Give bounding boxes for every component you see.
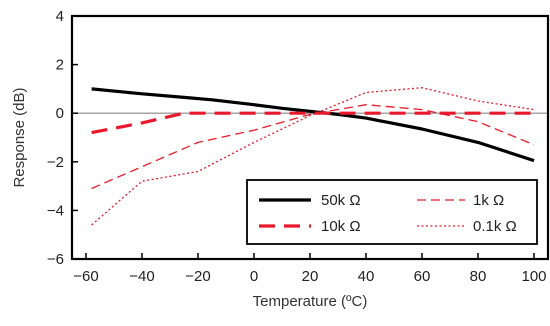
series-line-3: [91, 87, 535, 226]
x-tick-label: 80: [470, 268, 487, 285]
legend-label-1: 10k Ω: [321, 218, 361, 235]
x-axis-label: Temperature (ºC): [253, 293, 368, 310]
legend-label-0: 50k Ω: [321, 192, 361, 209]
x-tick-label: −60: [73, 268, 98, 285]
x-tick-label: 100: [521, 268, 546, 285]
series-line-1: [91, 111, 534, 135]
legend: 50k Ω 10k Ω 1k Ω 0.1k Ω: [246, 179, 538, 245]
x-tick-label: 60: [414, 268, 431, 285]
series-line-2: [91, 104, 535, 190]
plot-area: [72, 87, 548, 226]
x-tick-label: 20: [302, 268, 319, 285]
y-tick-label: 4: [56, 8, 64, 25]
x-tick-label: 0: [250, 268, 258, 285]
y-tick-label: −4: [47, 202, 64, 219]
x-tick-label: −20: [185, 268, 210, 285]
y-tick-label: −2: [47, 154, 64, 171]
series-line-0: [91, 87, 535, 163]
axes: [70, 14, 550, 261]
legend-label-2: 1k Ω: [473, 192, 504, 209]
legend-box: [246, 179, 538, 245]
x-tick-label: −40: [129, 268, 154, 285]
legend-label-3: 0.1k Ω: [473, 218, 517, 235]
y-tick-label: 0: [56, 105, 64, 122]
y-tick-label: −6: [47, 251, 64, 268]
y-axis-label: Response (dB): [11, 87, 28, 187]
y-tick-label: 2: [56, 57, 64, 74]
x-tick-label: 40: [358, 268, 375, 285]
